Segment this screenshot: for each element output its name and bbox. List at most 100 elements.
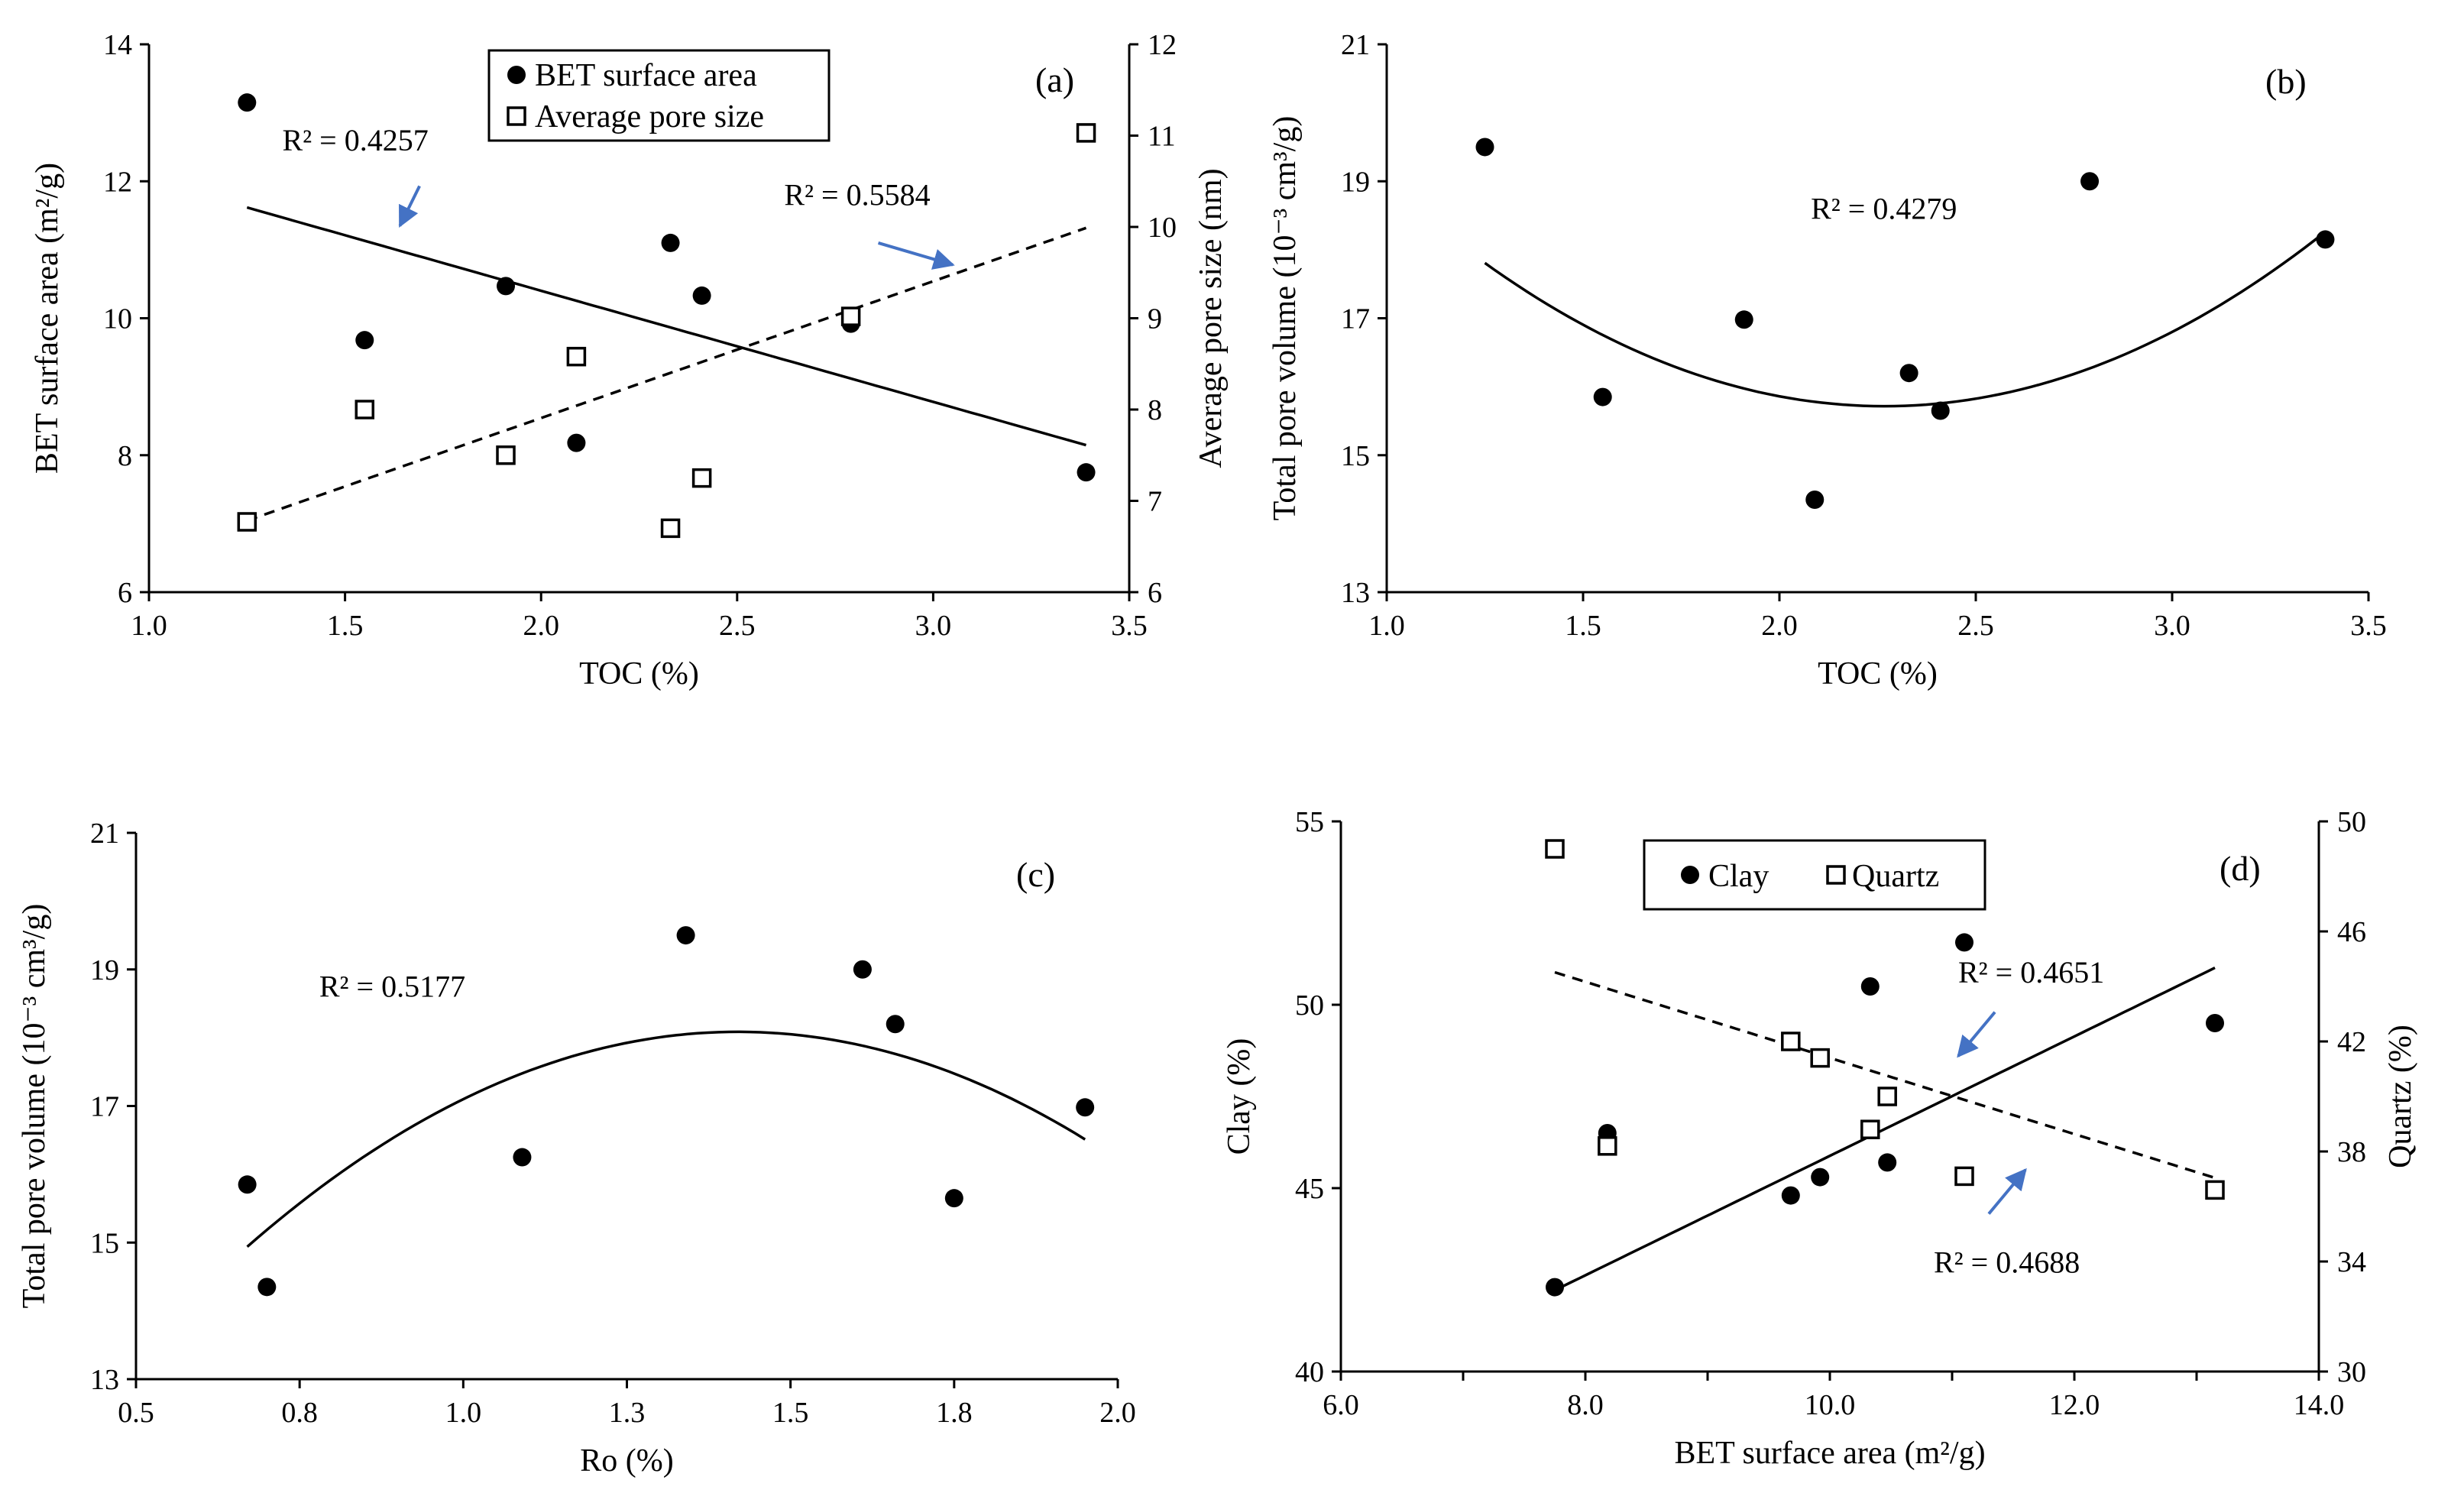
data-point-circle	[1076, 1098, 1095, 1117]
data-point-circle	[2316, 230, 2335, 249]
panel-letter: (c)	[1016, 855, 1055, 894]
data-point-circle	[567, 433, 586, 452]
r-squared-label: R² = 0.4279	[1811, 192, 1957, 226]
y-tick-label: 13	[1341, 577, 1370, 609]
data-point-circle	[944, 1189, 963, 1208]
legend-label: BET surface area	[535, 58, 757, 93]
y-tick-label: 21	[1341, 29, 1370, 61]
x-tick-label: 3.0	[2154, 610, 2190, 642]
y-tick-label: 45	[1295, 1173, 1324, 1205]
data-point-circle	[238, 93, 257, 112]
x-axis-label: TOC (%)	[579, 656, 699, 691]
data-point-circle	[1899, 364, 1918, 383]
panel-d-chart: 6.0 8.0 10.0 12.0 14.0 40 45 50 55 30 34 38 42 46 50 BE…	[1222, 806, 2418, 1471]
data-point-square	[1076, 123, 1096, 143]
y-tick-label: 8	[118, 440, 132, 472]
y-axis-label: BET surface area (m²/g)	[30, 163, 65, 474]
data-point-circle	[1860, 977, 1880, 996]
y2-tick-label: 6	[1148, 577, 1162, 609]
x-tick-label: 2.5	[1957, 610, 1994, 642]
y-tick-label: 19	[1341, 166, 1370, 198]
data-point-square	[1598, 1136, 1617, 1156]
x-tick-label: 1.5	[327, 610, 364, 642]
data-point-circle	[2206, 1014, 2224, 1032]
panel-c-chart: 0.5 0.8 1.0 1.3 1.5 1.8 2.0 13 15 17 19 21 Ro (%) Tot…	[17, 818, 1136, 1478]
data-point-square	[691, 468, 712, 488]
y-axis-label: Clay (%)	[1222, 1038, 1257, 1155]
data-point-circle	[1955, 933, 1973, 952]
solid-trendline	[246, 206, 1086, 447]
y2-tick-label: 10	[1148, 212, 1177, 244]
panel-letter: (d)	[2220, 849, 2261, 888]
annotation-arrow	[1957, 1011, 1996, 1058]
legend-box	[1643, 839, 1986, 911]
panel-letter: (b)	[2265, 62, 2307, 101]
y2-axis-label: Quartz (%)	[2383, 1025, 2418, 1168]
panel-b-chart: 1.0 1.5 2.0 2.5 3.0 3.5 13 15 17 19 21 TOC (%) Total…	[1268, 29, 2387, 691]
annotation-arrow	[1987, 1168, 2027, 1215]
data-point-square	[1545, 839, 1565, 859]
data-point-circle	[513, 1148, 532, 1167]
data-point-circle	[1475, 138, 1494, 157]
data-point-square	[2205, 1180, 2225, 1200]
panel-letter: (a)	[1035, 60, 1074, 99]
y-tick-label: 14	[103, 29, 132, 61]
x-tick-label: 3.5	[2350, 610, 2387, 642]
y-tick-label: 40	[1295, 1356, 1324, 1388]
data-point-circle	[1593, 387, 1612, 406]
y-tick-label: 10	[103, 303, 132, 335]
data-point-circle	[1878, 1153, 1897, 1172]
legend-label: Quartz	[1852, 859, 1939, 894]
data-point-square	[1810, 1048, 1830, 1068]
legend-square-marker	[507, 106, 526, 126]
data-point-square	[237, 512, 257, 532]
y2-tick-label: 8	[1148, 394, 1162, 426]
legend-box	[487, 49, 831, 142]
y2-axis-label: Average pore size (nm)	[1193, 168, 1229, 468]
data-point-circle	[257, 1278, 277, 1297]
data-point-circle	[886, 1015, 905, 1034]
x-tick-label: 1.5	[772, 1397, 809, 1429]
data-point-square	[566, 346, 587, 367]
annotation-arrow	[877, 241, 955, 270]
legend-square-marker	[1826, 865, 1846, 885]
data-point-square	[1860, 1119, 1880, 1139]
data-point-circle	[1781, 1186, 1800, 1205]
x-tick-label: 1.0	[1368, 610, 1405, 642]
x-tick-label: 2.0	[1099, 1397, 1136, 1429]
x-tick-label: 2.0	[523, 610, 559, 642]
x-axis-label: Ro (%)	[580, 1443, 673, 1478]
y2-tick-label: 12	[1148, 29, 1177, 61]
data-point-square	[496, 445, 516, 465]
data-point-square	[355, 400, 375, 419]
solid-trendline	[1484, 231, 2326, 408]
y-tick-label: 12	[103, 166, 132, 198]
panel-a-chart: 1.0 1.5 2.0 2.5 3.0 3.5681012146789101112TOC …	[30, 29, 1229, 691]
y-tick-label: 55	[1295, 806, 1324, 838]
y-tick-label: 15	[90, 1227, 119, 1259]
y-tick-label: 6	[118, 577, 132, 609]
x-tick-label: 8.0	[1567, 1389, 1604, 1421]
data-point-circle	[1734, 310, 1753, 329]
r-squared-label: R² = 0.4257	[282, 123, 428, 157]
r-squared-label: R² = 0.5177	[319, 970, 465, 1004]
y2-tick-label: 34	[2337, 1246, 2366, 1278]
data-point-circle	[2080, 172, 2100, 191]
x-tick-label: 6.0	[1323, 1389, 1359, 1421]
x-axis-label: TOC (%)	[1818, 656, 1938, 691]
data-point-square	[660, 518, 681, 539]
data-point-square	[1781, 1032, 1801, 1051]
data-point-square	[840, 306, 861, 326]
data-point-square	[1877, 1087, 1897, 1106]
dashed-trendline	[246, 226, 1087, 523]
data-point-circle	[692, 286, 711, 305]
data-point-square	[1954, 1166, 1974, 1187]
data-point-circle	[497, 277, 516, 296]
x-tick-label: 1.3	[609, 1397, 646, 1429]
x-tick-label: 12.0	[2049, 1389, 2100, 1421]
x-tick-label: 0.5	[118, 1397, 154, 1429]
x-tick-label: 2.5	[719, 610, 756, 642]
data-point-circle	[1546, 1278, 1564, 1297]
data-point-circle	[238, 1175, 257, 1194]
y-tick-label: 19	[90, 954, 119, 986]
